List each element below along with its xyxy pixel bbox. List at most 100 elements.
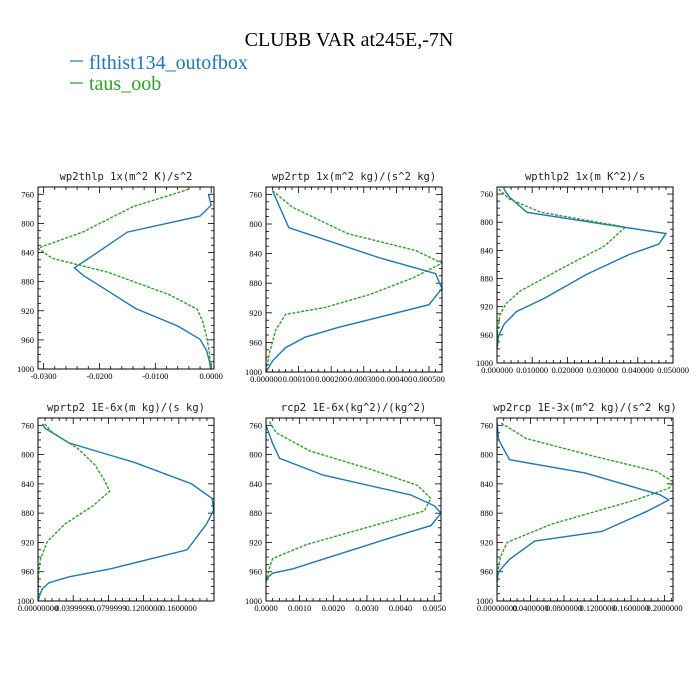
panel-frame: [496, 186, 674, 364]
y-tick-label: 960: [249, 337, 262, 347]
y-tick-label: 800: [21, 218, 34, 228]
y-tick-label: 760: [249, 420, 262, 430]
y-tick-label: 760: [480, 189, 493, 199]
x-tick-label: 0.1200000: [580, 603, 616, 613]
y-tick-label: 960: [480, 567, 493, 577]
x-tick-label: 0.2000000: [647, 603, 683, 613]
x-tick-label: 0.000100: [283, 374, 315, 384]
y-tick-label: 920: [249, 308, 262, 318]
y-tick-label: 920: [249, 537, 262, 547]
series-line-2: [38, 188, 212, 369]
x-tick-label: 0.1200000: [126, 603, 162, 613]
x-tick-label: 0.0800000: [546, 603, 582, 613]
x-tick-label: 0.0010: [288, 603, 311, 613]
y-tick-label: 1000: [476, 596, 493, 606]
y-tick-label: 760: [480, 420, 493, 430]
panel-title: wp2rtp 1x(m^2 kg)/(s^2 kg): [272, 171, 436, 183]
series-line-1: [497, 421, 671, 580]
panel-title: wpthlp2 1x(m K^2)/s: [525, 171, 645, 183]
series-line-2: [497, 422, 673, 591]
panel-5: rcp2 1E-6x(kg^2)/(kg^2) 760 800 840 880 920 96…: [245, 402, 446, 613]
series-line-1: [73, 194, 212, 369]
y-tick-label: 840: [249, 479, 262, 489]
x-tick-label: 0.000300: [348, 374, 380, 384]
x-tick-label: 0.020000: [551, 365, 583, 375]
y-tick-label: 760: [21, 420, 34, 430]
y-tick-label: 760: [21, 189, 34, 199]
series-line-1: [497, 188, 668, 349]
y-tick-label: 1000: [17, 364, 34, 374]
panel-1: wp2thlp 1x(m^2 K)/s^2 760 800 840 880 920 960 1…: [17, 171, 223, 381]
x-tick-label: 0.000400: [380, 374, 412, 384]
series-line-1: [266, 425, 441, 580]
y-tick-label: 880: [249, 278, 262, 288]
x-tick-label: 0.0000: [200, 371, 223, 381]
x-tick-label: 0.0040: [389, 603, 412, 613]
y-tick-label: 960: [21, 567, 34, 577]
series-line-2: [266, 421, 432, 583]
legend-label-2: taus_oob: [89, 73, 161, 95]
x-tick-label: 0.0400000: [512, 603, 548, 613]
y-tick-label: 880: [480, 274, 493, 284]
x-tick-label: 0.00000000: [18, 603, 58, 613]
x-tick-label: 0.030000: [587, 365, 619, 375]
series-line-2: [266, 190, 442, 372]
figure-title: CLUBB VAR at245E,-7N: [245, 29, 454, 51]
x-tick-label: 0.0799999: [90, 603, 126, 613]
y-tick-label: 960: [480, 330, 493, 340]
y-tick-label: 1000: [245, 367, 262, 377]
panel-3: wpthlp2 1x(m K^2)/s 760 800 840 880 920 960 100…: [476, 171, 689, 375]
y-tick-label: 1000: [245, 596, 262, 606]
y-tick-label: 840: [480, 479, 493, 489]
panel-frame: [37, 186, 215, 370]
panel-title: wprtp2 1E-6x(m kg)/(s kg): [47, 402, 205, 414]
x-tick-label: 0.0050: [423, 603, 446, 613]
y-tick-label: 800: [249, 219, 262, 229]
y-tick-label: 880: [480, 508, 493, 518]
x-tick-label: 0.0000: [254, 603, 277, 613]
x-tick-label: 0.0030: [355, 603, 378, 613]
y-tick-label: 1000: [17, 596, 34, 606]
x-tick-label: 0.1600000: [161, 603, 197, 613]
y-tick-label: 800: [249, 450, 262, 460]
y-tick-label: 1000: [476, 358, 493, 368]
legend-label-1: flthist134_outofbox: [89, 52, 248, 74]
x-tick-label: 0.050000: [657, 365, 689, 375]
panel-2: wp2rtp 1x(m^2 kg)/(s^2 kg) 760 800 840 880 92…: [245, 171, 445, 384]
x-tick-label: 0.000200: [315, 374, 347, 384]
y-tick-label: 880: [21, 277, 34, 287]
y-tick-label: 840: [21, 479, 34, 489]
y-tick-label: 840: [21, 248, 34, 258]
x-tick-label: 0.000500: [413, 374, 445, 384]
panel-frame: [265, 417, 442, 602]
x-tick-label: -0.0100: [142, 371, 168, 381]
x-tick-label: 0.00000000: [477, 603, 517, 613]
panel-frame: [37, 417, 215, 602]
x-tick-label: 0.0020: [322, 603, 345, 613]
panel-title: rcp2 1E-6x(kg^2)/(kg^2): [281, 402, 426, 414]
series-line-2: [38, 423, 111, 601]
x-tick-label: 0.000000: [250, 374, 282, 384]
x-tick-label: -0.0200: [86, 371, 112, 381]
panel-6: wp2rcp 1E-3x(m^2 kg)/(s^2 kg)760 800 840 88…: [476, 402, 683, 613]
x-tick-label: -0.0300: [30, 371, 56, 381]
y-tick-label: 800: [480, 450, 493, 460]
y-tick-label: 880: [249, 508, 262, 518]
y-tick-label: 760: [249, 189, 262, 199]
y-tick-label: 880: [21, 508, 34, 518]
panel-frame: [496, 417, 674, 602]
x-tick-label: 0.000000: [481, 365, 513, 375]
y-tick-label: 920: [480, 537, 493, 547]
y-tick-label: 920: [21, 306, 34, 316]
series-line-1: [266, 190, 442, 372]
y-tick-label: 800: [480, 217, 493, 227]
series-line-1: [38, 423, 214, 601]
panel-4: wprtp2 1E-6x(m kg)/(s kg) 760 800 840 880 920…: [17, 402, 215, 613]
panel-title: wp2thlp 1x(m^2 K)/s^2: [60, 171, 193, 183]
y-tick-label: 920: [480, 302, 493, 312]
panel-title: wp2rcp 1E-3x(m^2 kg)/(s^2 kg): [493, 402, 676, 414]
x-tick-label: 0.1600000: [613, 603, 649, 613]
y-tick-label: 920: [21, 537, 34, 547]
y-tick-label: 840: [249, 249, 262, 259]
